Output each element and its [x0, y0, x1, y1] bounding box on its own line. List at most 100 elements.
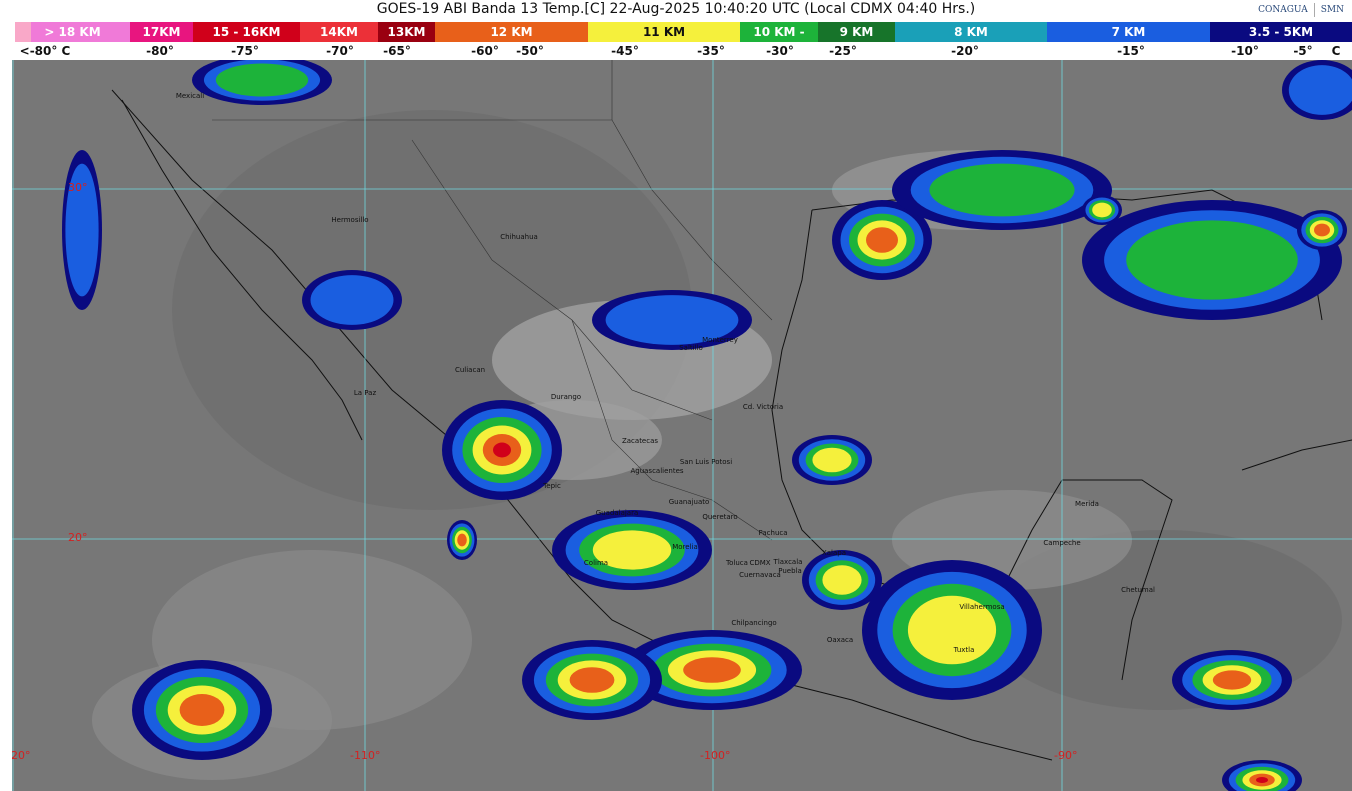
temperature-label: -50°	[516, 44, 544, 58]
temperature-label: -60°	[471, 44, 499, 58]
storm-cell	[1288, 65, 1352, 115]
temperature-label: -25°	[829, 44, 857, 58]
agency-logos: CONAGUA SMN	[1258, 3, 1344, 17]
city-label: Tuxtla	[953, 646, 975, 654]
temperature-label: -70°	[326, 44, 354, 58]
lat-label-30: 30°	[68, 181, 88, 194]
city-label: Aguascalientes	[630, 467, 684, 475]
city-label: Guadalajara	[595, 509, 639, 517]
city-label: CDMX	[749, 559, 771, 567]
storm-cell	[1256, 777, 1268, 783]
storm-cell	[179, 694, 225, 726]
city-label: Oaxaca	[826, 636, 854, 644]
storm-cell	[1092, 202, 1112, 218]
coastline	[121, 99, 363, 441]
legend-segment: 17KM	[130, 22, 193, 42]
city-label: Toluca	[726, 559, 748, 567]
lon-label-110: -110°	[350, 749, 381, 762]
legend-segment: 9 KM	[818, 22, 895, 42]
city-label: Xalapa	[821, 549, 847, 557]
legend-segment: 12 KM	[435, 22, 588, 42]
temperature-label: -30°	[766, 44, 794, 58]
storm-cell	[866, 227, 898, 253]
lon-label-90: -90°	[1054, 749, 1078, 762]
city-label: Villahermosa	[959, 603, 1005, 611]
legend-segment: 10 KM -	[740, 22, 818, 42]
city-label: Mexicali	[175, 92, 205, 100]
storm-cell	[812, 447, 852, 473]
city-label: Chilpancingo	[731, 619, 777, 627]
storm-cell	[822, 565, 862, 595]
city-label: Chetumal	[1121, 586, 1155, 594]
storm-cell	[907, 595, 997, 665]
temperature-label: C	[1331, 44, 1341, 58]
city-label: Morelia	[672, 543, 698, 551]
storm-cell	[310, 275, 394, 325]
temperature-label: <-80° C	[19, 44, 71, 58]
storm-cell	[929, 163, 1075, 217]
city-label: La Paz	[353, 389, 377, 397]
storm-cell	[569, 667, 615, 693]
temperature-label: -10°	[1231, 44, 1259, 58]
legend-segment: 8 KM	[895, 22, 1047, 42]
city-label: Pachuca	[758, 529, 788, 537]
city-label: Durango	[550, 393, 582, 401]
storm-cell	[1314, 223, 1330, 237]
storm-cell	[457, 533, 467, 547]
image-title: GOES-19 ABI Banda 13 Temp.[C] 22-Aug-202…	[376, 1, 976, 17]
state-border	[571, 319, 773, 541]
city-label: San Luis Potosi	[679, 458, 733, 466]
legend-segment: 3.5 - 5KM	[1210, 22, 1352, 42]
temperature-scale: <-80° C -80° -75° -70° -65° -60° -50° -45° -35° -…	[0, 42, 1352, 60]
coastline	[1241, 439, 1352, 471]
city-label: Campeche	[1043, 539, 1081, 547]
city-label: Monterrey	[702, 336, 738, 344]
smn-logo: SMN	[1320, 5, 1344, 15]
temperature-label: -75°	[231, 44, 259, 58]
city-label: Colima	[583, 559, 609, 567]
city-label: Cuernavaca	[739, 571, 781, 579]
temperature-label: -20°	[951, 44, 979, 58]
legend-segment: 15 - 16KM	[193, 22, 300, 42]
city-label: Chihuahua	[500, 233, 538, 241]
storm-cell	[65, 163, 99, 297]
city-label: Hermosillo	[331, 216, 369, 224]
satellite-map: 30° 20° -120° -110° -100° -90° Mexicali H…	[12, 60, 1352, 791]
temperature-label: -15°	[1117, 44, 1145, 58]
conagua-logo: CONAGUA	[1258, 5, 1308, 15]
temperature-label: -5°	[1293, 44, 1313, 58]
storm-cell	[1212, 670, 1252, 690]
lat-label-20: 20°	[68, 531, 88, 544]
temperature-label: -35°	[697, 44, 725, 58]
city-label: Tepic	[543, 482, 561, 490]
color-legend: > 18 KM 17KM 15 - 16KM 14KM 13KM 12 KM 11 KM 10…	[0, 22, 1352, 42]
legend-segment: 11 KM	[588, 22, 740, 42]
legend-segment: 13KM	[378, 22, 435, 42]
storm-cell	[605, 295, 739, 345]
storm-cell	[215, 63, 309, 97]
city-label: Queretaro	[702, 513, 738, 521]
storm-cell	[683, 657, 741, 683]
city-label: Tlaxcala	[773, 558, 803, 566]
storm-cell	[1126, 220, 1298, 300]
storm-cell	[592, 530, 672, 570]
city-label: Saltillo	[679, 344, 703, 352]
lon-label-120: -120°	[12, 749, 31, 762]
map-layer	[12, 60, 1352, 791]
legend-segment: 14KM	[300, 22, 378, 42]
city-label: Cd. Victoria	[742, 403, 784, 411]
storm-cell	[493, 442, 511, 458]
city-label: Guanajuato	[668, 498, 710, 506]
city-label: Merida	[1075, 500, 1099, 508]
coastline	[111, 89, 1053, 761]
legend-segment: 7 KM	[1047, 22, 1210, 42]
city-label: Culiacan	[454, 366, 486, 374]
city-label: Puebla	[778, 567, 802, 575]
state-border	[212, 119, 773, 321]
temperature-label: -45°	[611, 44, 639, 58]
logo-divider	[1313, 3, 1315, 17]
lon-label-100: -100°	[700, 749, 731, 762]
temperature-label: -80°	[146, 44, 174, 58]
temperature-label: -65°	[383, 44, 411, 58]
legend-segment: > 18 KM	[15, 22, 130, 42]
